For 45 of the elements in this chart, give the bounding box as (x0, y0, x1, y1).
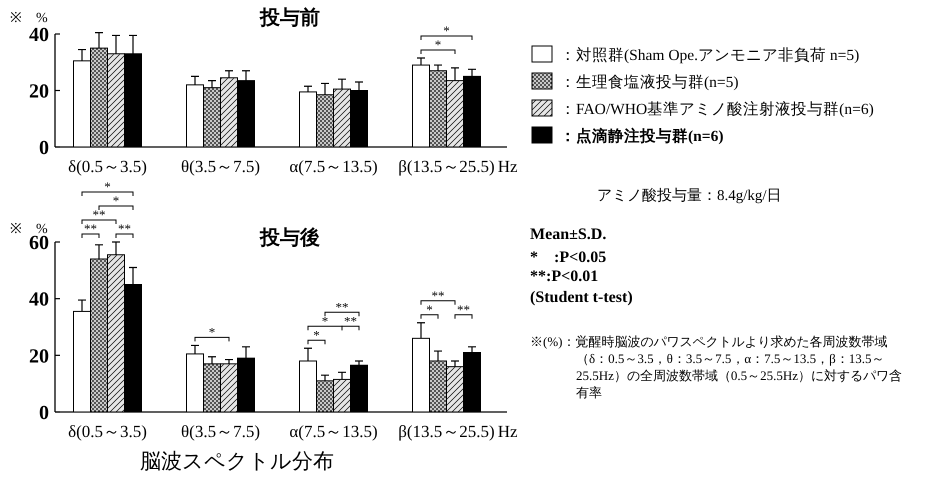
annotation: ** (336, 299, 348, 314)
x-axis-title: Hz (498, 157, 518, 176)
x-tick-label: δ(0.5～3.5) (68, 157, 147, 176)
x-tick-label: θ(3.5～7.5) (181, 422, 260, 441)
text: ※(%)：覚醒時脳波のパワスペクトルより求めた各周波数帯域（δ：0.5～3.5，θ：3.5～7.5，α：7.5～13.5，β：13.5～25.5Hz）の全周波数帯域（0.5～25.5Hz）に対するパワ含有率 (530, 333, 904, 401)
y-tick-label: 0 (39, 137, 49, 159)
y-tick-label: 40 (29, 288, 49, 311)
annotation: * (322, 313, 328, 328)
legend-label: ：対照群(Sham Ope.アンモニア非負荷 n=5) (560, 46, 860, 64)
annotation: * (313, 327, 320, 342)
y-tick-label: 20 (29, 345, 49, 368)
text: (Student t-test) (530, 289, 633, 307)
y-tick-label: 20 (29, 80, 49, 102)
text: ** (92, 207, 106, 222)
x-tick-label: α(7.5～13.5) (289, 422, 378, 441)
text: ** (84, 221, 97, 236)
x-tick-label: δ(0.5～3.5) (68, 422, 147, 441)
annotation: ** (432, 288, 444, 303)
annotation: * (443, 23, 450, 38)
x-axis-title: Hz (498, 422, 518, 441)
text: **:P<0.01 (530, 268, 598, 286)
text: アミノ酸投与量：8.4g/kg/日 (597, 186, 782, 205)
annotation: ** (457, 302, 470, 317)
annotation: * (426, 302, 433, 317)
annotation: ** (344, 313, 357, 328)
text: * :P<0.05 (530, 248, 606, 268)
x-tick-label: α(7.5～13.5) (289, 157, 378, 176)
text: ** (118, 221, 131, 236)
text: Mean±S.D. (530, 226, 606, 244)
legend-label: ：FAO/WHO基準アミノ酸注射液投与群(n=6) (560, 100, 874, 118)
y-tick-label: 0 (39, 402, 49, 424)
chart-title: 投与前 (259, 7, 320, 29)
legend-label: ：生理食塩液投与群(n=5) (560, 73, 739, 91)
chart-title: 投与後 (259, 227, 320, 249)
x-tick-label: β(13.5～25.5) (398, 157, 495, 176)
text: 脳波スペクトル分布 (140, 448, 334, 475)
annotation: * (208, 324, 216, 340)
y-axis-title: ※ % (10, 11, 48, 26)
text: * (112, 193, 120, 208)
legend-label: ：点滴静注投与群(n=6) (560, 127, 724, 145)
x-tick-label: θ(3.5～7.5) (181, 157, 260, 176)
text: * (104, 179, 111, 194)
x-tick-label: β(13.5～25.5) (398, 422, 495, 441)
annotation: * (434, 37, 442, 52)
y-tick-label: 40 (29, 24, 49, 46)
